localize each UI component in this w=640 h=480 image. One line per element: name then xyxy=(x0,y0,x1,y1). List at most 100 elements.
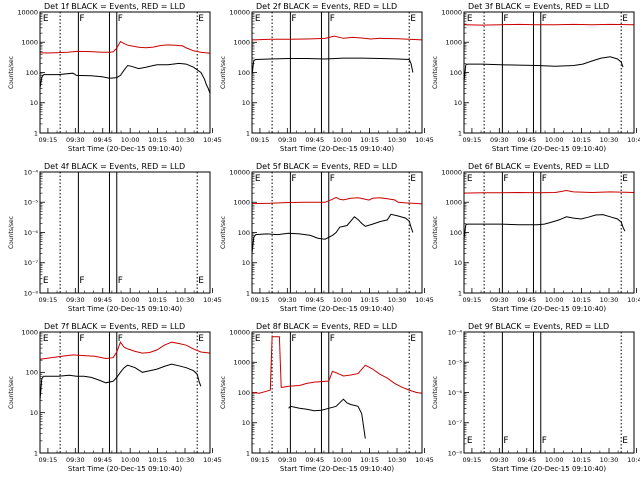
flag-label: F xyxy=(291,174,296,184)
flag-label: F xyxy=(330,174,335,184)
panel-title: Det 1f BLACK = Events, RED = LLD xyxy=(44,2,185,11)
y-tick-label: 1 xyxy=(246,129,250,137)
flag-label: E xyxy=(43,334,49,344)
panel-det-9: Det 9f BLACK = Events, RED = LLD 10⁻⁸ 10⁻⁷… xyxy=(432,322,640,473)
x-tick-label: 09:30 xyxy=(66,456,85,464)
y-tick-label: 100 xyxy=(26,69,38,77)
x-axis-title: Start Time (20-Dec-15 09:10:40) xyxy=(492,305,606,313)
y-tick-label: 1000 xyxy=(21,328,38,336)
panel-det-1: Det 1f BLACK = Events, RED = LLD 1 10 100 10… xyxy=(8,2,222,153)
x-tick-label: 10:00 xyxy=(333,136,352,144)
x-tick-label: 09:15 xyxy=(251,296,270,304)
y-tick-label: 10000 xyxy=(441,168,462,176)
flag-label: E xyxy=(255,334,261,344)
lld-series-line xyxy=(463,189,635,194)
x-tick-label: 09:15 xyxy=(39,136,58,144)
x-axis-title: Start Time (20-Dec-15 09:10:40) xyxy=(68,305,182,313)
events-series-line xyxy=(463,56,624,82)
y-tick-label: 10000 xyxy=(17,8,38,16)
events-series-line xyxy=(288,398,366,439)
x-tick-label: 10:30 xyxy=(600,136,619,144)
y-tick-label: 10 xyxy=(30,409,38,417)
x-tick-label: 09:45 xyxy=(517,296,536,304)
panel-title: Det 7f BLACK = Events, RED = LLD xyxy=(44,322,185,331)
x-tick-label: 10:00 xyxy=(333,296,352,304)
y-tick-label: 10000 xyxy=(229,328,250,336)
y-tick-label: 10⁻⁷ xyxy=(448,419,463,427)
flag-label: E xyxy=(43,276,49,286)
x-tick-label: 10:15 xyxy=(572,296,591,304)
flag-label: F xyxy=(291,14,296,24)
flag-label: E xyxy=(467,174,473,184)
x-axis-title: Start Time (20-Dec-15 09:10:40) xyxy=(280,145,394,153)
y-tick-label: 10⁻⁶ xyxy=(24,229,39,237)
y-tick-label: 1 xyxy=(246,289,250,297)
x-tick-label: 10:30 xyxy=(600,296,619,304)
panel-title: Det 4f BLACK = Events, RED = LLD xyxy=(44,162,185,171)
y-tick-label: 1000 xyxy=(233,199,250,207)
events-series-line xyxy=(251,213,414,254)
y-tick-label: 10000 xyxy=(229,168,250,176)
x-tick-label: 09:45 xyxy=(517,456,536,464)
x-tick-label: 09:45 xyxy=(305,296,324,304)
x-tick-label: 10:45 xyxy=(627,456,640,464)
panel-det-7: Det 7f BLACK = Events, RED = LLD 1 10 100 10… xyxy=(8,322,222,473)
x-tick-label: 10:45 xyxy=(627,296,640,304)
flag-label: F xyxy=(503,174,508,184)
y-tick-label: 1 xyxy=(458,129,462,137)
panel-det-2: Det 2f BLACK = Events, RED = LLD 1 10 100 10… xyxy=(220,2,434,153)
x-tick-label: 10:45 xyxy=(415,136,434,144)
flag-label: F xyxy=(542,436,547,446)
x-tick-label: 09:30 xyxy=(490,456,509,464)
x-tick-label: 10:45 xyxy=(415,456,434,464)
flag-label: E xyxy=(467,436,473,446)
y-tick-label: 10⁻⁵ xyxy=(24,199,39,207)
events-series-line xyxy=(39,62,211,94)
x-tick-label: 09:30 xyxy=(278,136,297,144)
x-tick-label: 10:00 xyxy=(545,456,564,464)
x-tick-label: 09:30 xyxy=(66,296,85,304)
x-tick-label: 10:15 xyxy=(148,296,167,304)
x-tick-label: 10:15 xyxy=(360,456,379,464)
lld-series-line xyxy=(251,336,423,394)
x-tick-label: 09:45 xyxy=(93,136,112,144)
x-tick-label: 10:30 xyxy=(600,456,619,464)
x-tick-label: 10:00 xyxy=(121,296,140,304)
plot-frame xyxy=(251,11,423,134)
flag-label: E xyxy=(410,334,416,344)
x-tick-label: 09:15 xyxy=(39,456,58,464)
x-tick-label: 09:15 xyxy=(251,136,270,144)
y-axis-title: Counts/sec xyxy=(220,56,227,89)
flag-label: F xyxy=(330,334,335,344)
flag-label: E xyxy=(255,14,261,24)
y-tick-label: 1000 xyxy=(445,39,462,47)
y-tick-label: 10000 xyxy=(441,8,462,16)
y-tick-label: 100 xyxy=(450,229,462,237)
x-axis-title: Start Time (20-Dec-15 09:10:40) xyxy=(280,465,394,473)
flag-label: F xyxy=(79,14,84,24)
flag-label: E xyxy=(198,276,204,286)
x-tick-label: 09:45 xyxy=(93,296,112,304)
x-tick-label: 10:30 xyxy=(388,296,407,304)
y-tick-label: 1 xyxy=(34,129,38,137)
x-tick-label: 09:45 xyxy=(305,136,324,144)
x-tick-label: 10:30 xyxy=(388,456,407,464)
x-tick-label: 09:45 xyxy=(93,456,112,464)
y-axis-title: Counts/sec xyxy=(432,376,439,409)
y-axis-title: Counts/sec xyxy=(432,216,439,249)
y-tick-label: 10⁻⁴ xyxy=(24,168,39,176)
y-axis-title: Counts/sec xyxy=(8,56,15,89)
x-tick-label: 10:30 xyxy=(176,296,195,304)
events-series-line xyxy=(251,57,414,76)
x-axis-title: Start Time (20-Dec-15 09:10:40) xyxy=(68,465,182,473)
flag-label: F xyxy=(503,436,508,446)
x-tick-label: 10:00 xyxy=(333,456,352,464)
x-tick-label: 10:15 xyxy=(572,136,591,144)
plot-frame xyxy=(39,331,211,454)
x-tick-label: 09:30 xyxy=(66,136,85,144)
x-tick-label: 10:45 xyxy=(203,296,222,304)
y-tick-label: 1000 xyxy=(21,39,38,47)
x-tick-label: 10:30 xyxy=(176,456,195,464)
panel-det-8: Det 8f BLACK = Events, RED = LLD 1 10 100 10… xyxy=(220,322,434,473)
y-tick-label: 1000 xyxy=(233,39,250,47)
